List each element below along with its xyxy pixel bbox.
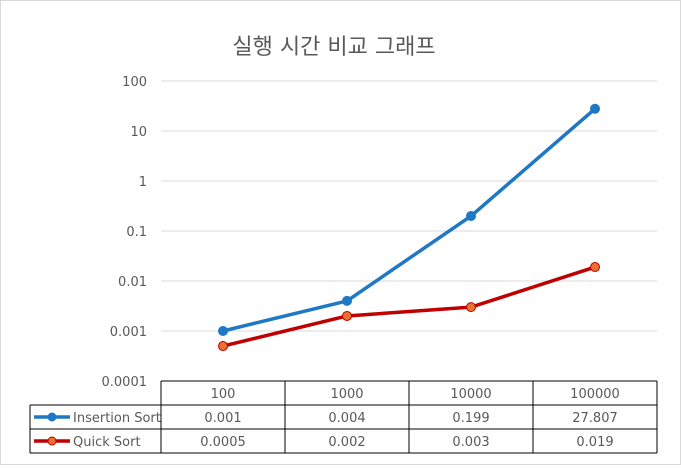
plot-area: 100 10 1 0.1 0.01 0.001 0.0001 — [102, 75, 657, 390]
data-point — [342, 310, 352, 321]
data-value-label: 0.0005 — [200, 435, 246, 450]
data-value-label: 27.807 — [572, 411, 618, 426]
data-point — [590, 262, 600, 273]
series-line — [222, 265, 596, 348]
x-category-label: 10000 — [450, 387, 491, 402]
legend-label: Insertion Sort — [73, 411, 161, 426]
x-category-label: 100 — [211, 387, 236, 402]
legend-marker — [47, 412, 57, 422]
x-category-label: 1000 — [330, 387, 363, 402]
y-tick-label: 0.1 — [126, 225, 147, 240]
data-point — [218, 326, 228, 336]
y-tick-label: 10 — [130, 125, 147, 140]
legend-marker — [47, 436, 57, 446]
data-value-label: 0.199 — [452, 411, 489, 426]
data-point — [466, 211, 476, 222]
data-value-label: 0.019 — [576, 435, 613, 450]
data-value-label: 0.004 — [328, 411, 365, 426]
chart-title: 실행 시간 비교 그래프 — [232, 35, 435, 60]
y-tick-label: 0.001 — [110, 325, 147, 340]
data-value-label: 0.002 — [328, 435, 365, 450]
data-value-label: 0.003 — [452, 435, 489, 450]
y-tick-label: 1 — [139, 175, 147, 190]
data-point — [590, 103, 600, 114]
y-tick-label: 0.01 — [118, 275, 147, 290]
legend-label: Quick Sort — [73, 435, 141, 450]
data-value-label: 0.001 — [204, 411, 241, 426]
y-tick-label: 100 — [122, 75, 147, 90]
data-point — [218, 341, 228, 352]
data-point — [342, 295, 352, 306]
x-category-label: 100000 — [570, 387, 620, 402]
series-line — [222, 107, 597, 333]
data-table: 100 1000 10000 100000 Insertion Sort 0.001 0.0… — [29, 380, 658, 454]
y-tick-label: 0.0001 — [102, 375, 148, 390]
data-point — [466, 302, 476, 313]
